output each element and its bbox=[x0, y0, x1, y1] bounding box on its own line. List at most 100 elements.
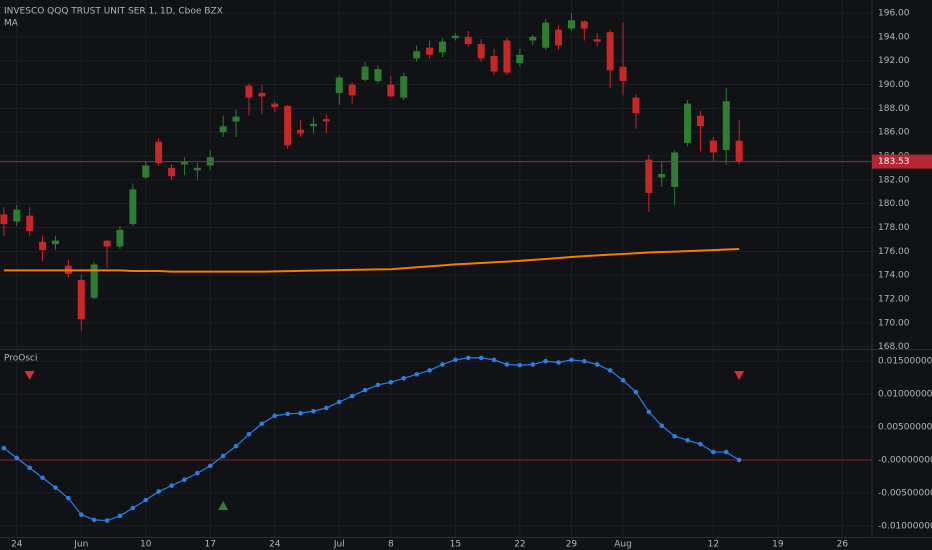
oscillator-dot bbox=[207, 463, 213, 469]
oscillator-dot bbox=[530, 362, 536, 367]
oscillator-dot bbox=[711, 449, 716, 455]
candle-body bbox=[335, 77, 343, 93]
candle-body bbox=[322, 119, 330, 122]
candle-body bbox=[142, 165, 150, 178]
oscillator-dot bbox=[156, 489, 161, 494]
oscillator-dot bbox=[362, 387, 368, 393]
candle-body bbox=[567, 20, 575, 29]
candle-body bbox=[103, 240, 111, 247]
candle-body bbox=[193, 167, 201, 171]
candle-body bbox=[658, 173, 666, 178]
x-tick-label: 24 bbox=[11, 540, 23, 550]
y-tick-label: 188.00 bbox=[878, 104, 910, 114]
oscillator-dot bbox=[556, 360, 561, 365]
x-tick-label: 29 bbox=[566, 540, 578, 550]
moving-average-line bbox=[3, 247, 740, 273]
candle-body bbox=[490, 55, 498, 72]
oscillator-dot bbox=[259, 421, 265, 427]
candle-body bbox=[13, 209, 21, 222]
candle-body bbox=[451, 35, 459, 39]
candle-body bbox=[503, 40, 511, 73]
oscillator-dot bbox=[401, 376, 407, 381]
x-tick-label: 17 bbox=[205, 540, 216, 550]
candle-body bbox=[684, 103, 692, 143]
oscillator-dot bbox=[685, 437, 690, 443]
candle-body bbox=[309, 123, 317, 127]
candle-body bbox=[735, 140, 743, 162]
y-tick-label: -0.0100000000 bbox=[878, 521, 932, 531]
candle-body bbox=[348, 84, 356, 96]
oscillator-dot bbox=[491, 357, 497, 363]
candle-body bbox=[361, 66, 369, 80]
oscillator-dot bbox=[672, 433, 677, 439]
oscillator-dot bbox=[117, 513, 123, 519]
y-tick-label: 170.00 bbox=[878, 318, 910, 328]
x-tick-label: 12 bbox=[708, 540, 719, 550]
oscillator-dot bbox=[633, 389, 639, 395]
oscillator-dot bbox=[517, 362, 523, 368]
candle-body bbox=[593, 39, 601, 42]
candle-body bbox=[116, 229, 124, 247]
candle-body bbox=[632, 97, 640, 114]
candle-body bbox=[0, 214, 8, 224]
candle-body bbox=[464, 36, 472, 45]
candle-body bbox=[555, 29, 563, 46]
candle-body bbox=[413, 51, 421, 59]
y-tick-label: 0.0150000000 bbox=[878, 357, 932, 367]
candle-body bbox=[245, 85, 253, 98]
oscillator-dot bbox=[736, 457, 742, 463]
oscillator-dot bbox=[375, 382, 381, 388]
oscillator-dot bbox=[388, 379, 394, 385]
oscillator-dot bbox=[53, 485, 58, 490]
candle-body bbox=[297, 129, 305, 134]
oscillator-dot bbox=[659, 423, 665, 429]
oscillator-dot bbox=[272, 413, 278, 419]
oscillator-dot bbox=[336, 399, 342, 405]
oscillator-dot bbox=[195, 470, 200, 476]
candle-body bbox=[258, 92, 266, 97]
x-tick-label: Aug bbox=[614, 540, 632, 550]
candle-body bbox=[90, 264, 98, 298]
candle-body bbox=[645, 159, 653, 193]
candle-body bbox=[426, 47, 434, 55]
oscillator-line bbox=[3, 357, 740, 522]
legend-entry: ProOsci bbox=[4, 354, 38, 364]
candle-body bbox=[271, 103, 279, 108]
x-tick-label: Jul bbox=[333, 540, 345, 550]
oscillator-dot bbox=[427, 368, 432, 373]
x-tick-label: 8 bbox=[388, 540, 394, 550]
y-tick-label: -0.0050000000 bbox=[878, 488, 932, 498]
oscillator-dot bbox=[143, 497, 149, 503]
y-tick-label: 168.00 bbox=[878, 342, 910, 352]
chart-title: INVESCO QQQ TRUST UNIT SER 1, 1D, Cboe B… bbox=[4, 7, 223, 17]
candle-body bbox=[155, 141, 163, 164]
y-tick-label: 192.00 bbox=[878, 56, 910, 66]
candle-body bbox=[232, 116, 240, 122]
oscillator-dot bbox=[504, 362, 510, 367]
oscillator-dot bbox=[582, 358, 587, 364]
y-tick-label: 190.00 bbox=[878, 80, 910, 90]
oscillator-dot bbox=[569, 357, 574, 363]
candle-body bbox=[400, 76, 408, 98]
oscillator-dot bbox=[723, 449, 729, 455]
oscillator-dot bbox=[40, 475, 45, 481]
candle-body bbox=[438, 41, 446, 53]
x-tick-label: 22 bbox=[514, 540, 525, 550]
oscillator-dot bbox=[440, 362, 445, 367]
sell-signal bbox=[734, 371, 745, 380]
candle-body bbox=[168, 167, 176, 177]
oscillator-dot bbox=[298, 410, 303, 416]
candle-body bbox=[619, 66, 627, 81]
candle-body bbox=[284, 106, 292, 146]
candle-body bbox=[477, 44, 485, 59]
y-tick-label: 186.00 bbox=[878, 128, 910, 138]
sell-signal bbox=[24, 371, 35, 380]
x-tick-label: 19 bbox=[772, 540, 784, 550]
y-tick-label: 172.00 bbox=[878, 294, 910, 304]
oscillator-dot bbox=[182, 477, 187, 483]
candle-body bbox=[387, 84, 395, 97]
y-tick-label: 178.00 bbox=[878, 223, 910, 233]
oscillator-dot bbox=[465, 355, 471, 361]
oscillator-dot bbox=[453, 357, 458, 363]
